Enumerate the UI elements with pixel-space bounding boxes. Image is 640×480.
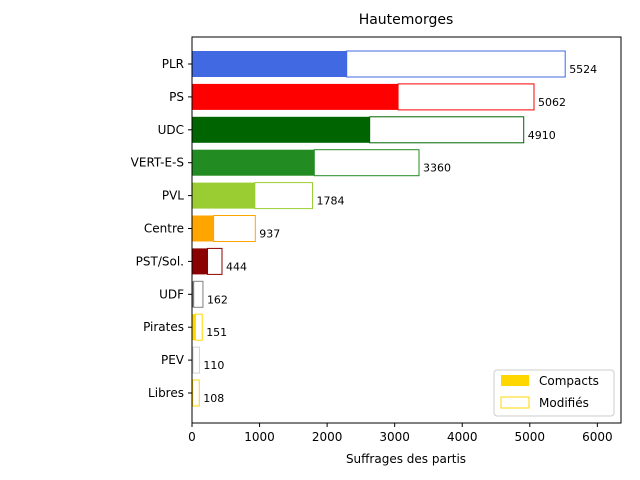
- chart-title: Hautemorges: [359, 12, 454, 28]
- legend: Compacts Modifiés: [493, 369, 615, 417]
- bar-modifies: [192, 346, 200, 374]
- bar-compacts: [192, 51, 347, 77]
- x-tick-label: 5000: [515, 430, 546, 444]
- x-tick-label: 1000: [244, 430, 275, 444]
- legend-label-compacts: Compacts: [539, 374, 599, 388]
- value-label: 3360: [423, 162, 451, 175]
- value-label: 108: [203, 392, 224, 405]
- value-label: 110: [203, 359, 224, 372]
- bar-modifies: [254, 182, 314, 210]
- x-tick-label: 0: [188, 430, 196, 444]
- y-tick-label: Pirates: [143, 320, 184, 334]
- bar-compacts: [192, 182, 255, 209]
- y-tick-label: Centre: [144, 222, 184, 236]
- bar-compacts: [192, 116, 370, 143]
- bar-modifies: [213, 215, 256, 242]
- value-label: 151: [206, 326, 227, 339]
- bar-modifies: [313, 149, 420, 177]
- bar-modifies: [397, 83, 535, 111]
- x-tick-label: 3000: [379, 430, 410, 444]
- bar-modifies: [193, 280, 204, 308]
- value-label: 1784: [317, 195, 345, 208]
- value-label: 5062: [538, 96, 566, 109]
- bar-compacts: [192, 248, 208, 275]
- y-tick-label: PLR: [162, 57, 184, 71]
- bar-compacts: [192, 281, 194, 308]
- plot-frame: [191, 36, 622, 424]
- bar-compacts: [192, 83, 399, 110]
- y-axis-group: PLR PS UDC VERT-E-S PVL Centre PST/Sol. UDF Pira…: [131, 57, 192, 400]
- value-label: 937: [259, 228, 280, 241]
- bar-modifies: [369, 116, 525, 144]
- y-tick-label: PEV: [161, 353, 185, 367]
- y-tick-label: PST/Sol.: [136, 254, 184, 268]
- bar-modifies: [194, 313, 203, 341]
- value-label: 444: [226, 260, 247, 273]
- value-label: 4910: [528, 129, 556, 142]
- x-tick-label: 2000: [312, 430, 343, 444]
- y-tick-label: Libres: [148, 386, 184, 400]
- bar-modifies: [192, 379, 200, 407]
- y-tick-label: PS: [169, 90, 184, 104]
- bar-compacts: [192, 314, 196, 341]
- bar-modifies: [346, 50, 566, 78]
- bar-compacts: [192, 149, 315, 176]
- x-tick-label: 6000: [582, 430, 613, 444]
- bar-compacts: [192, 347, 194, 374]
- y-tick-label: UDC: [158, 123, 184, 137]
- legend-swatch-modifies: [500, 396, 530, 409]
- value-labels-group: 5524 5062 4910 3360 1784 937 444 162 151 110 108: [203, 63, 597, 405]
- bar-compacts: [192, 215, 214, 242]
- y-tick-label: VERT-E-S: [131, 156, 184, 170]
- bar-modifies: [207, 247, 223, 275]
- y-tick-label: UDF: [159, 287, 184, 301]
- x-axis-group: 0 1000 2000 3000 4000 5000 6000: [188, 423, 613, 444]
- x-tick-label: 4000: [447, 430, 478, 444]
- legend-label-modifies: Modifiés: [539, 396, 589, 410]
- value-label: 5524: [569, 63, 597, 76]
- y-tick-label: PVL: [162, 189, 184, 203]
- x-axis-label: Suffrages des partis: [346, 452, 466, 466]
- legend-swatch-compacts: [501, 375, 529, 386]
- value-label: 162: [207, 293, 228, 306]
- bars-group: [192, 50, 566, 407]
